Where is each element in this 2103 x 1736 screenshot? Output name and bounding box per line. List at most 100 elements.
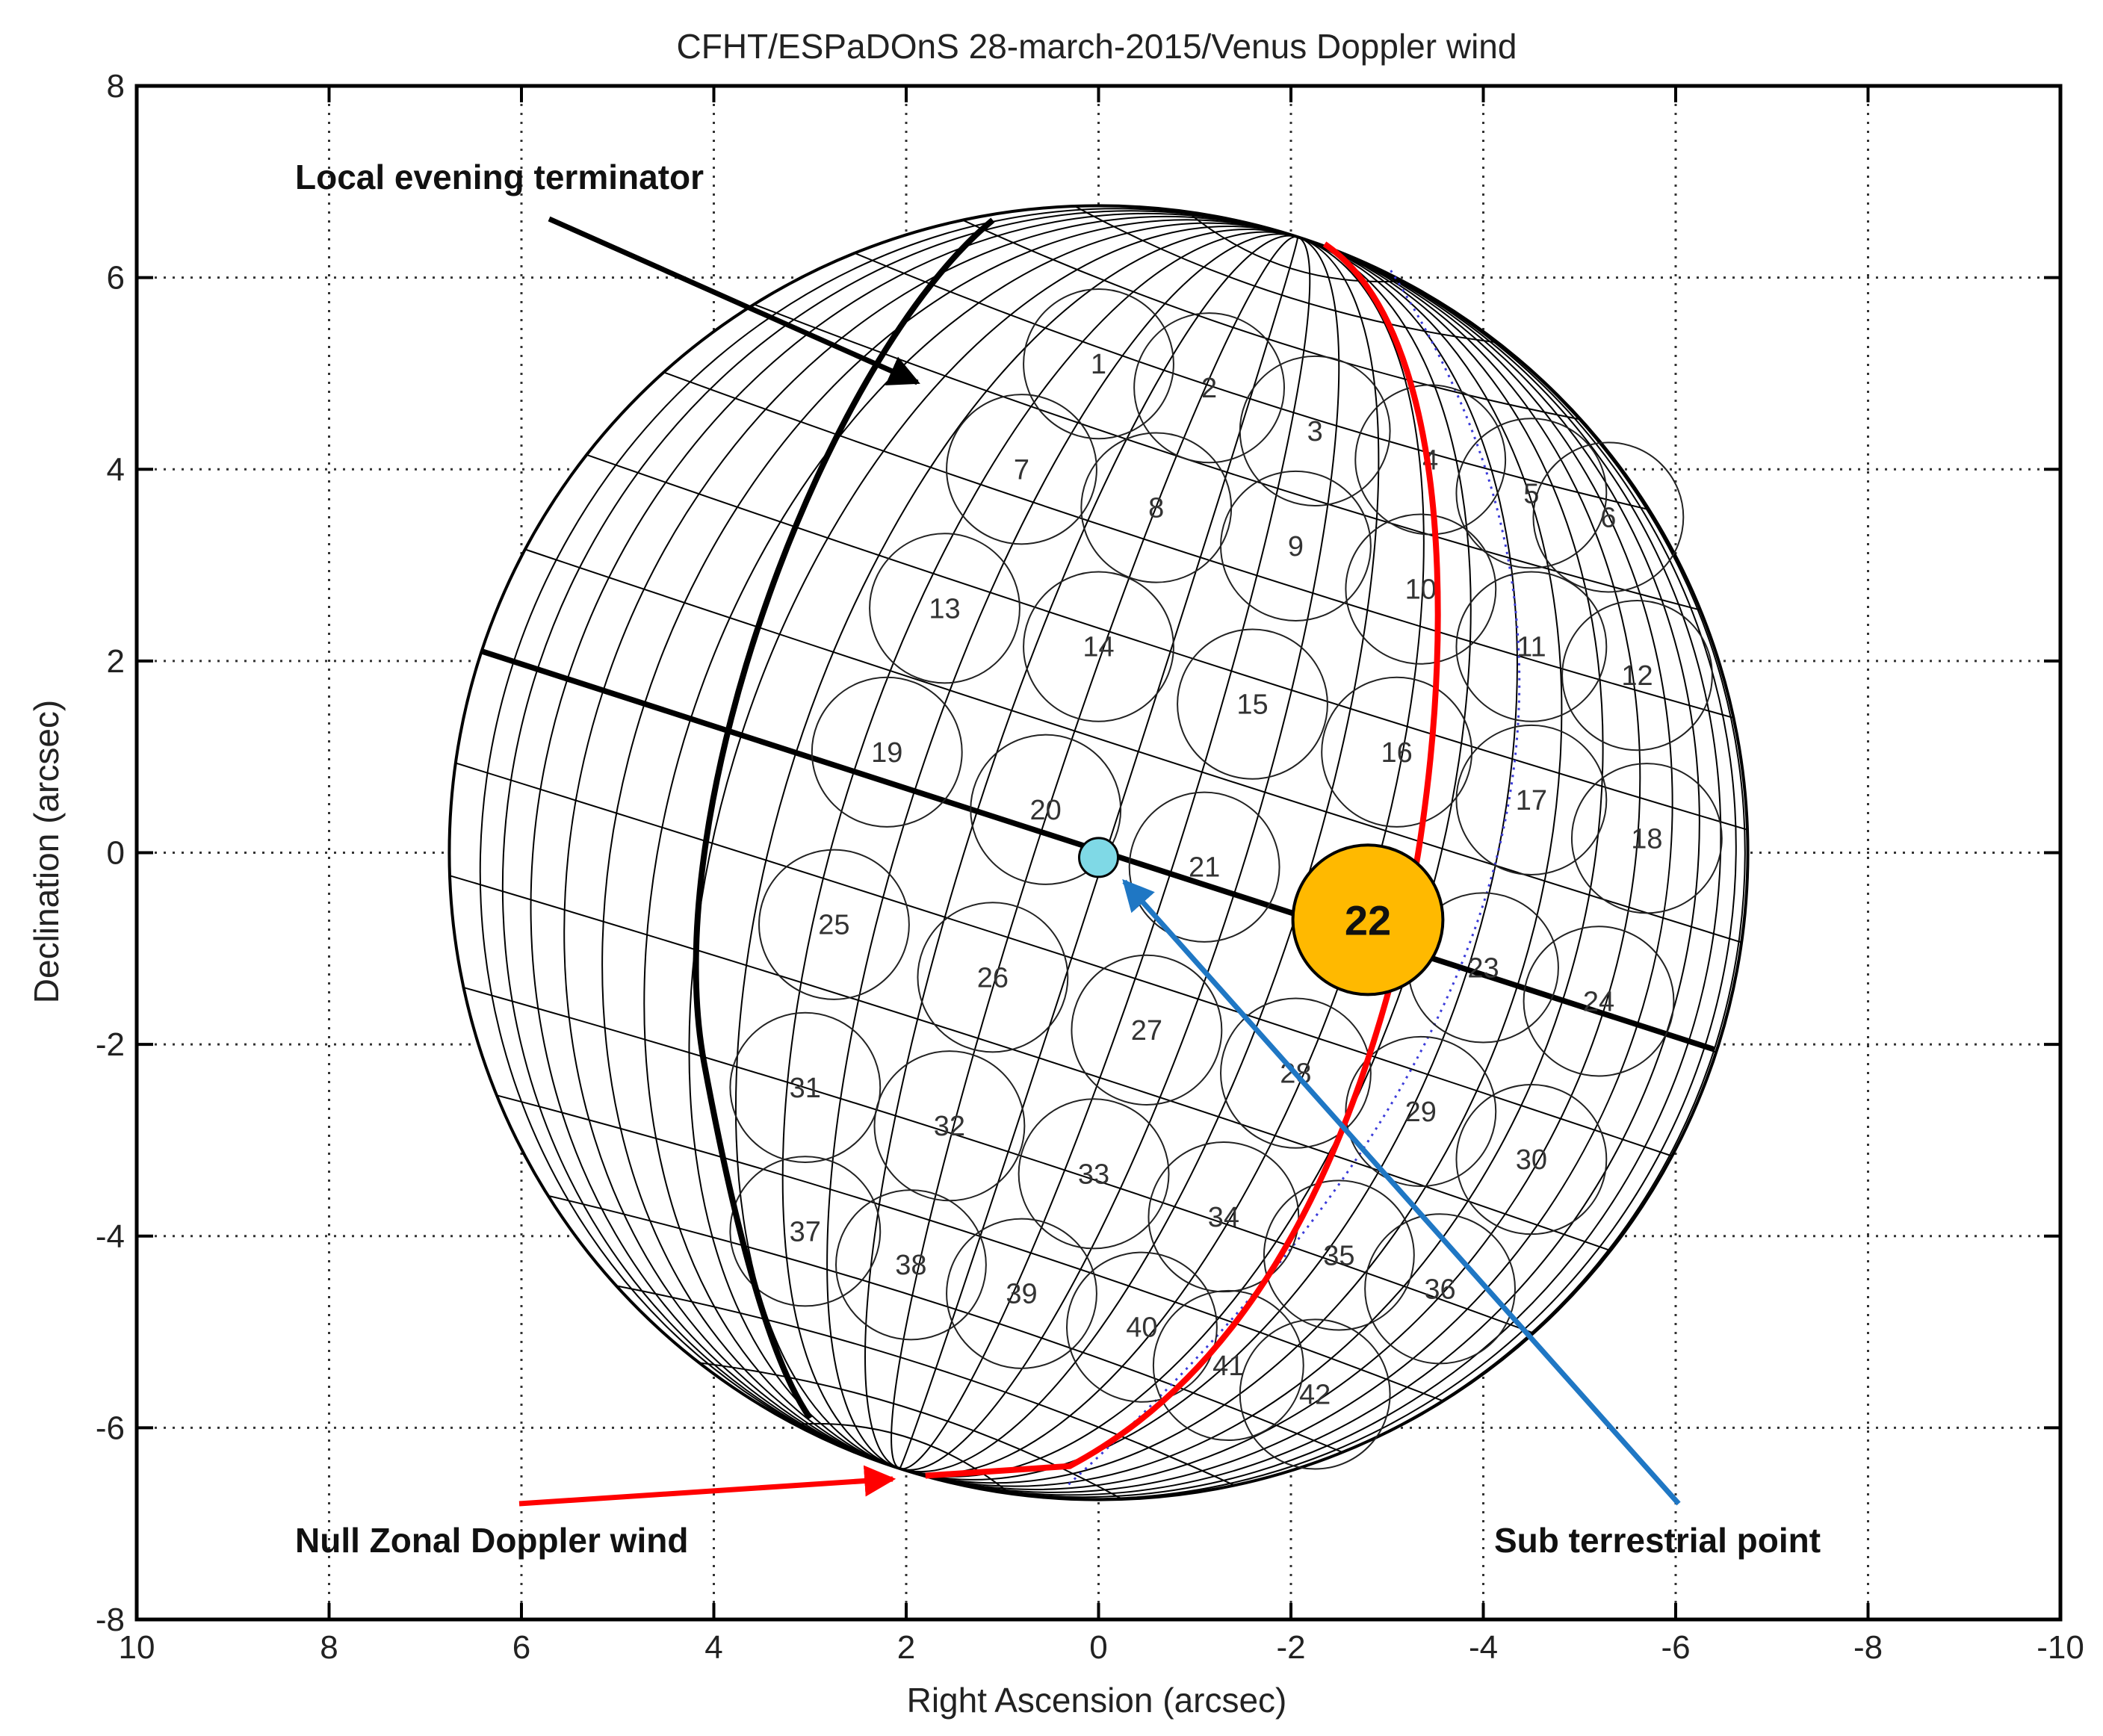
observation-spots: 1234567891011121314151617181920212223242… xyxy=(729,288,1723,1470)
spot-29: 29 xyxy=(1345,1035,1497,1188)
spot-circle xyxy=(1321,676,1473,828)
x-tick-label: -8 xyxy=(1853,1629,1883,1666)
spot-label: 6 xyxy=(1600,502,1616,533)
spot-label: 30 xyxy=(1516,1144,1547,1176)
x-axis-label: Right Ascension (arcsec) xyxy=(907,1681,1287,1720)
x-tick-label: 6 xyxy=(512,1629,530,1666)
spot-circle xyxy=(758,849,910,1000)
spot-39: 39 xyxy=(946,1218,1097,1369)
latitude-line xyxy=(463,987,1534,1334)
y-tick-label: -6 xyxy=(96,1410,125,1446)
spot-2: 2 xyxy=(1133,312,1285,464)
spot-25: 25 xyxy=(758,849,910,1000)
spot-circle xyxy=(1066,1251,1218,1403)
spot-circle xyxy=(946,1218,1097,1369)
spot-7: 7 xyxy=(946,394,1097,545)
spot-circle xyxy=(1133,312,1285,464)
annotation-sub-terrestrial-point: Sub terrestrial point xyxy=(1494,1521,1821,1560)
spot-circle xyxy=(1177,628,1328,780)
latitude-line xyxy=(548,1195,1344,1454)
null-wind-arrow xyxy=(518,1465,896,1507)
spot-label: 14 xyxy=(1083,632,1114,663)
spot-circle xyxy=(1220,997,1372,1149)
spot-11: 11 xyxy=(1455,571,1608,722)
spot-31: 31 xyxy=(729,1011,882,1163)
spot-circle xyxy=(1152,1289,1304,1442)
spot-32: 32 xyxy=(873,1050,1026,1202)
latitude-line xyxy=(586,453,1747,831)
spot-26: 26 xyxy=(917,902,1069,1053)
terminator-arrow xyxy=(548,216,920,385)
spot-label: 12 xyxy=(1621,660,1653,692)
spot-label: 15 xyxy=(1236,689,1268,721)
spot-circle xyxy=(729,1156,882,1307)
spot-17: 17 xyxy=(1455,724,1608,876)
spot-circle xyxy=(835,1189,987,1341)
sub-terrestrial-arrow xyxy=(1122,878,1681,1506)
spot-34: 34 xyxy=(1147,1141,1300,1293)
latitude-line xyxy=(663,371,1734,719)
spot-circle xyxy=(1561,600,1713,751)
x-tick-label: 10 xyxy=(119,1629,155,1666)
spot-label: 16 xyxy=(1381,737,1412,769)
spot-18: 18 xyxy=(1570,763,1723,914)
spot-19: 19 xyxy=(811,676,963,828)
spot-label: 26 xyxy=(977,962,1009,993)
spot-10: 10 xyxy=(1345,513,1497,665)
spot-42: 42 xyxy=(1239,1318,1391,1470)
spot-circle xyxy=(1455,1084,1608,1236)
spot-label: 9 xyxy=(1288,531,1304,562)
spot-label: 8 xyxy=(1148,493,1164,524)
highlighted-spot-circle xyxy=(1291,843,1445,996)
annotations: Local evening terminator Null Zonal Dopp… xyxy=(295,158,1821,1560)
latitude-line xyxy=(1074,205,1497,344)
spot-16: 16 xyxy=(1321,676,1473,828)
spot-circle xyxy=(1364,1213,1516,1365)
spot-circle xyxy=(1018,1098,1170,1250)
spot-label: 37 xyxy=(790,1216,821,1247)
spot-label: 25 xyxy=(818,910,849,941)
x-tick-label: -2 xyxy=(1276,1629,1305,1666)
annotation-null-zonal-wind: Null Zonal Doppler wind xyxy=(295,1521,688,1560)
y-tick-label: -4 xyxy=(96,1218,125,1255)
y-tick-label: 4 xyxy=(107,451,125,488)
spot-label: 18 xyxy=(1631,823,1662,855)
spot-label: 34 xyxy=(1208,1202,1239,1233)
spot-circle xyxy=(1023,571,1174,722)
x-tick-label: 8 xyxy=(320,1629,338,1666)
spot-label: 23 xyxy=(1467,952,1499,984)
latitude-line xyxy=(795,1422,1011,1495)
spot-circle xyxy=(1345,513,1497,665)
spot-label: 13 xyxy=(929,593,960,624)
spot-label: 11 xyxy=(1517,632,1546,663)
spot-3: 3 xyxy=(1239,355,1391,507)
spot-38: 38 xyxy=(835,1189,987,1341)
y-tick-label: 0 xyxy=(107,835,125,872)
spot-30: 30 xyxy=(1455,1084,1608,1236)
y-tick-label: 8 xyxy=(107,68,125,105)
spot-label: 31 xyxy=(790,1073,821,1104)
spot-circle xyxy=(729,1011,882,1163)
spot-label: 27 xyxy=(1131,1015,1162,1047)
spot-label: 3 xyxy=(1307,416,1323,447)
y-tick-label: -8 xyxy=(96,1602,125,1638)
spot-label: 29 xyxy=(1405,1097,1437,1128)
spot-circle xyxy=(1239,355,1391,507)
latitude-line xyxy=(853,252,1649,510)
spot-label: 24 xyxy=(1583,986,1614,1017)
spot-21: 21 xyxy=(1128,791,1280,943)
spot-label: 42 xyxy=(1299,1379,1331,1410)
x-tick-label: -10 xyxy=(2037,1629,2084,1666)
y-tick-label: -2 xyxy=(96,1026,125,1063)
spot-label: 41 xyxy=(1212,1351,1244,1382)
spot-6: 6 xyxy=(1532,441,1685,593)
spot-label: 33 xyxy=(1078,1159,1109,1190)
longitude-line xyxy=(899,236,1746,1501)
y-tick-label: 6 xyxy=(107,260,125,297)
spot-36: 36 xyxy=(1364,1213,1516,1365)
spot-27: 27 xyxy=(1071,954,1223,1106)
spot-circle xyxy=(1345,1035,1497,1188)
spot-label: 32 xyxy=(934,1111,965,1142)
x-tick-label: 4 xyxy=(704,1629,722,1666)
